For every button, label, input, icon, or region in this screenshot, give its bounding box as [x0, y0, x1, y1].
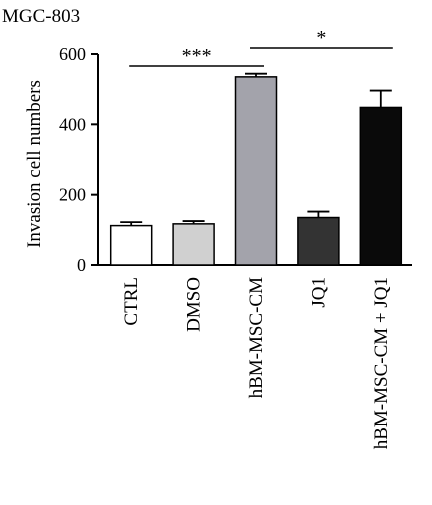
y-axis-ticks: 0 200 400 600	[59, 44, 98, 275]
significance-label: *	[316, 27, 326, 49]
bar	[172, 223, 215, 266]
y-axis-label: Invasion cell numbers	[24, 80, 45, 248]
significance-label: ***	[182, 45, 212, 67]
bar	[359, 106, 403, 266]
y-tick-label: 0	[77, 255, 86, 275]
chart-title: MGC-803	[2, 6, 80, 27]
error-bars	[120, 72, 392, 226]
bar	[109, 224, 153, 266]
x-tick-label: DMSO	[184, 277, 205, 332]
x-tick-label: JQ1	[308, 277, 329, 308]
y-tick-label: 400	[59, 114, 86, 134]
x-tick-label: hBM-MSC-CM + JQ1	[371, 277, 392, 449]
x-axis-labels: CTRL DMSO hBM-MSC-CM JQ1 hBM-MSC-CM + JQ1	[121, 277, 392, 449]
x-tick-label: CTRL	[121, 277, 142, 326]
y-tick-label: 200	[59, 185, 86, 205]
bar	[234, 76, 278, 266]
significance-brackets: ****	[129, 27, 393, 67]
y-tick-label: 600	[59, 44, 86, 64]
x-tick-label: hBM-MSC-CM	[246, 277, 267, 399]
bar	[297, 216, 340, 266]
bars	[109, 76, 403, 266]
